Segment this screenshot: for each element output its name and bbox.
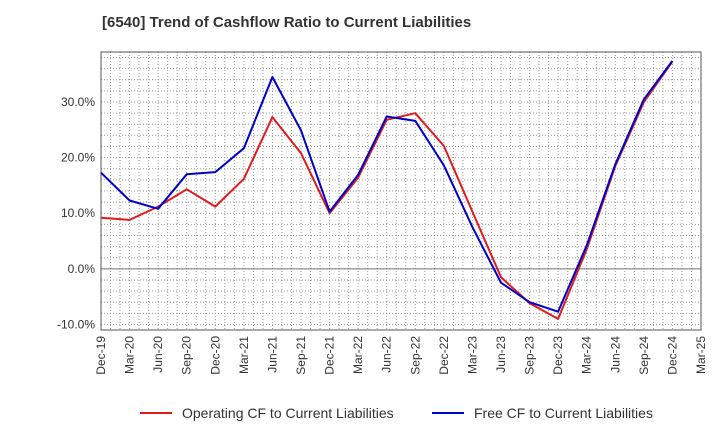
plot-area-border bbox=[100, 51, 702, 331]
x-tick-label: Mar-22 bbox=[351, 336, 365, 374]
x-tick-label: Dec-20 bbox=[208, 336, 222, 375]
x-axis: Dec-19 Mar-20 Jun-20 Sep-20 Dec-20 Mar-21 Jun-… bbox=[94, 336, 708, 375]
legend-swatch-operating-cf bbox=[140, 412, 172, 415]
x-tick-label: Jun-24 bbox=[608, 336, 622, 373]
y-tick-label: 20.0% bbox=[61, 151, 95, 165]
series-lines bbox=[100, 60, 674, 320]
x-tick-label: Sep-20 bbox=[180, 336, 194, 375]
x-tick-label: Jun-23 bbox=[494, 336, 508, 373]
series-line-operating-cf bbox=[100, 60, 674, 320]
legend-item-operating-cf: Operating CF to Current Liabilities bbox=[140, 405, 394, 421]
x-tick-label: Jun-22 bbox=[380, 336, 394, 373]
x-tick-label: Sep-24 bbox=[637, 336, 651, 375]
x-tick-label: Sep-21 bbox=[294, 336, 308, 375]
y-tick-label: -10.0% bbox=[57, 317, 95, 331]
legend-swatch-free-cf bbox=[432, 412, 464, 415]
x-tick-label: Dec-21 bbox=[323, 336, 337, 375]
x-tick-label: Jun-20 bbox=[151, 336, 165, 373]
x-tick-label: Mar-24 bbox=[580, 336, 594, 374]
x-tick-label: Mar-20 bbox=[123, 336, 137, 374]
grid bbox=[101, 52, 701, 330]
y-tick-label: 10.0% bbox=[61, 206, 95, 220]
x-tick-label: Mar-25 bbox=[694, 336, 708, 374]
x-tick-label: Sep-22 bbox=[408, 336, 422, 375]
x-tick-label: Jun-21 bbox=[265, 336, 279, 373]
y-axis: -10.0% 0.0% 10.0% 20.0% 30.0% bbox=[57, 95, 95, 331]
x-tick-label: Mar-23 bbox=[465, 336, 479, 374]
series-line-free-cf bbox=[100, 60, 674, 313]
x-tick-label: Dec-23 bbox=[551, 336, 565, 375]
chart-title: [6540] Trend of Cashflow Ratio to Curren… bbox=[102, 14, 472, 31]
legend-label-free-cf: Free CF to Current Liabilities bbox=[474, 405, 653, 421]
x-tick-label: Dec-22 bbox=[437, 336, 451, 375]
x-tick-label: Dec-19 bbox=[94, 336, 108, 375]
legend-label-operating-cf: Operating CF to Current Liabilities bbox=[182, 405, 394, 421]
x-tick-label: Sep-23 bbox=[523, 336, 537, 375]
y-tick-label: 0.0% bbox=[68, 262, 96, 276]
x-tick-label: Mar-21 bbox=[237, 336, 251, 374]
y-tick-label: 30.0% bbox=[61, 95, 95, 109]
legend-item-free-cf: Free CF to Current Liabilities bbox=[432, 405, 653, 421]
x-tick-label: Dec-24 bbox=[665, 336, 679, 375]
